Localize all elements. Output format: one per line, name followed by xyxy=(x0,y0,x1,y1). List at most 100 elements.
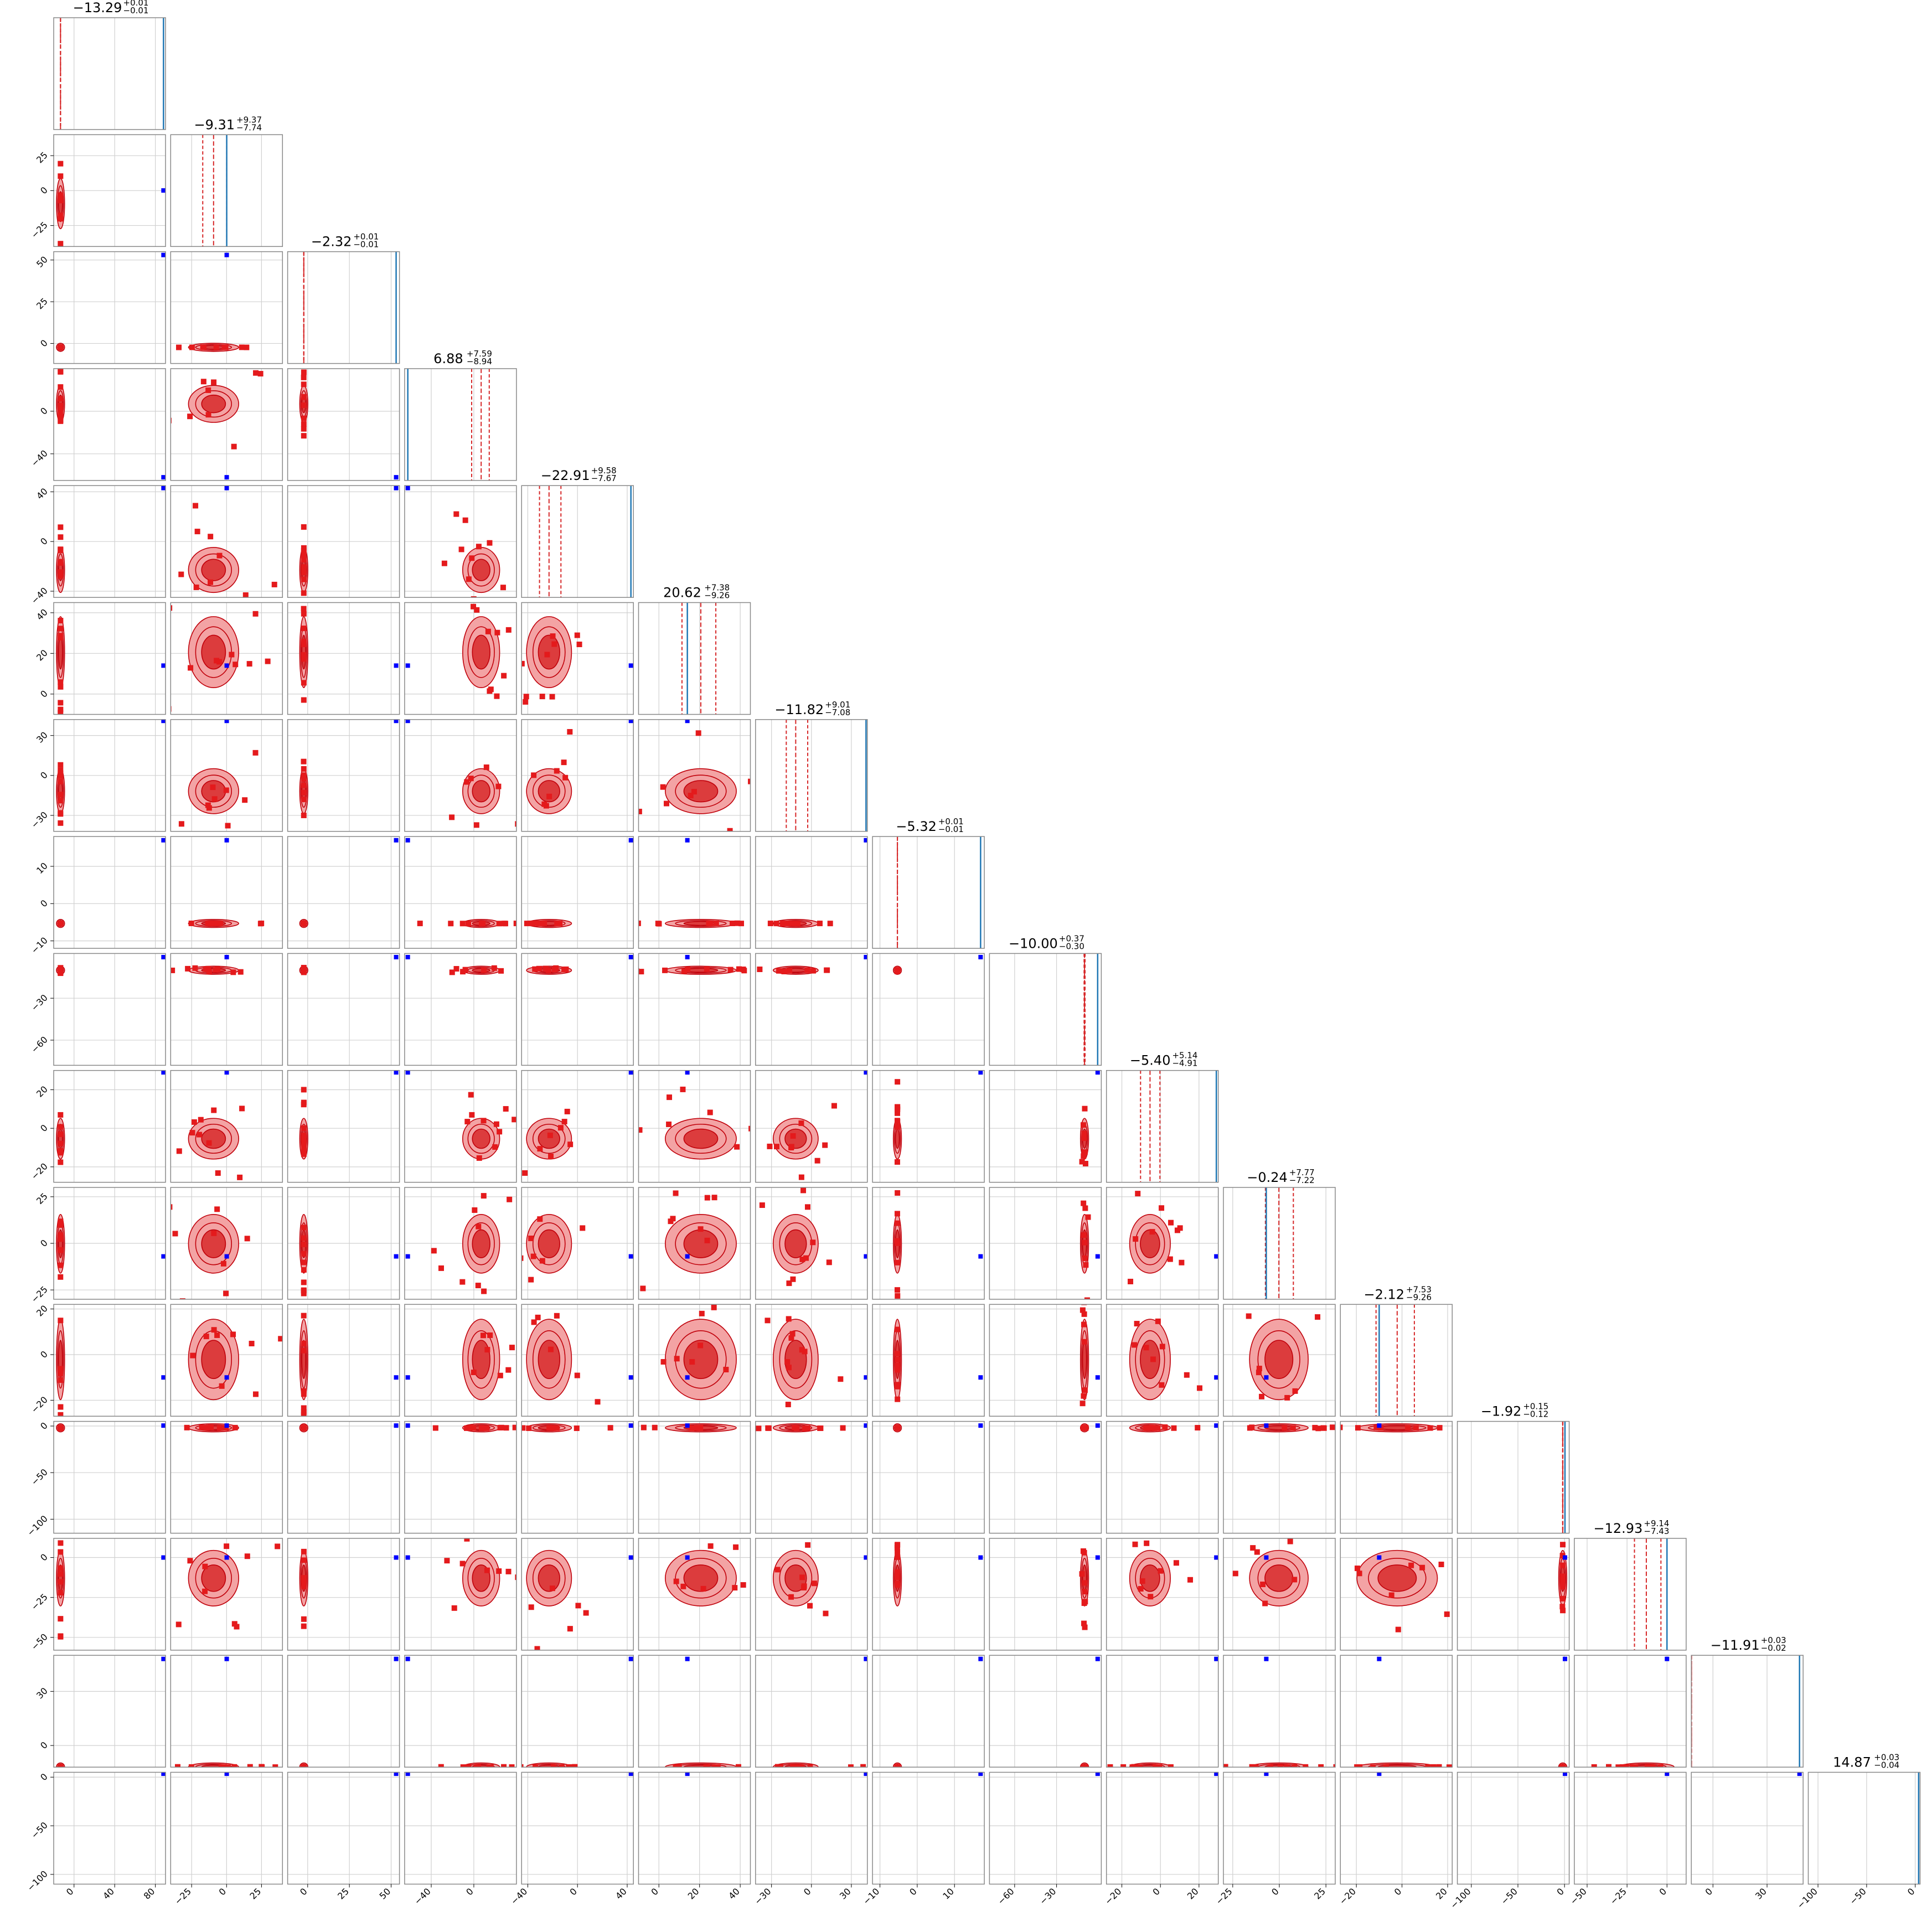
sample-point xyxy=(554,1425,560,1431)
sample-point xyxy=(58,798,64,804)
y-tick-label: 0 xyxy=(38,1349,50,1360)
panel-content xyxy=(54,1070,166,1182)
sample-point xyxy=(644,1310,649,1315)
panel-content xyxy=(527,485,632,598)
sample-point xyxy=(213,967,219,973)
sample-point xyxy=(301,758,307,764)
pair-panel-14-8 xyxy=(989,1655,1102,1768)
sample-point xyxy=(713,920,719,926)
panel-content xyxy=(872,1070,985,1182)
truth-marker xyxy=(224,475,229,480)
sample-point xyxy=(1132,1541,1138,1547)
param-title: −22.91 xyxy=(541,468,590,483)
truth-marker xyxy=(1797,1772,1802,1776)
x-tick-label: 0 xyxy=(1905,1886,1917,1898)
pair-panel-14-12 xyxy=(1456,1655,1570,1768)
sample-point xyxy=(58,1318,64,1324)
pair-panel-14-6 xyxy=(755,1655,868,1768)
sample-point xyxy=(225,823,231,829)
sample-point xyxy=(610,1562,616,1567)
panel-frame xyxy=(53,1538,166,1651)
sample-point xyxy=(301,1139,307,1145)
panel-content xyxy=(1340,1772,1453,1884)
pair-panel-5-2 xyxy=(287,602,400,715)
contour-inner xyxy=(201,1229,226,1258)
truth-marker xyxy=(405,1254,410,1259)
panel-content xyxy=(171,953,283,1066)
sample-point xyxy=(301,1125,307,1131)
sample-point xyxy=(231,1621,237,1627)
sample-point xyxy=(176,1148,182,1154)
sample-point xyxy=(838,1376,844,1382)
panel-content xyxy=(1223,1772,1335,1884)
panel-frame xyxy=(170,602,283,715)
sample-point xyxy=(1270,1416,1277,1417)
panel-content xyxy=(989,1655,1102,1768)
panel-frame xyxy=(404,602,517,715)
pair-panel-12-5 xyxy=(638,1420,751,1534)
sample-point xyxy=(894,1107,900,1113)
sample-point xyxy=(301,782,307,788)
panel-content xyxy=(54,368,166,481)
sample-point xyxy=(1419,1564,1425,1571)
truth-marker xyxy=(685,838,690,843)
sample-point xyxy=(1262,1600,1268,1606)
panel-content xyxy=(989,1421,1102,1533)
sample-point xyxy=(894,1220,900,1226)
sample-point xyxy=(549,694,555,700)
truth-marker xyxy=(1214,1375,1218,1380)
sample-point xyxy=(438,1764,444,1768)
truth-marker xyxy=(405,663,410,668)
sample-point xyxy=(1680,1760,1685,1765)
sample-point xyxy=(438,1265,444,1271)
y-tick-label: −50 xyxy=(29,1631,50,1652)
sample-point xyxy=(505,1568,512,1574)
sample-point xyxy=(734,1144,740,1150)
sample-point xyxy=(551,967,557,973)
sample-point xyxy=(58,1579,64,1585)
sample-point xyxy=(758,1172,763,1177)
panel-frame xyxy=(989,1070,1102,1183)
pair-panel-11-10 xyxy=(1223,1304,1336,1417)
truth-marker xyxy=(685,1254,690,1259)
panel-frame xyxy=(638,1771,751,1885)
truth-marker xyxy=(405,1070,410,1075)
sample-point xyxy=(512,1424,516,1430)
truth-marker xyxy=(628,1772,633,1776)
sample-point xyxy=(895,1124,901,1130)
sample-point xyxy=(58,173,64,179)
sample-point xyxy=(500,585,506,591)
sample-point xyxy=(785,1402,791,1408)
truth-marker xyxy=(1095,1772,1100,1776)
sample-point xyxy=(1114,1430,1120,1435)
sample-point xyxy=(58,344,64,350)
sample-point xyxy=(1082,1205,1088,1211)
diag-panel-8: −10.00 +0.37−0.30 xyxy=(989,933,1102,1066)
truth-marker xyxy=(394,719,399,724)
sample-point xyxy=(741,1532,747,1537)
sample-point xyxy=(512,1117,516,1123)
title-minus: −9.26 xyxy=(1406,1292,1432,1302)
panel-frame xyxy=(872,953,985,1066)
sample-point xyxy=(784,1359,791,1365)
panel-content xyxy=(1121,1070,1217,1182)
sample-point xyxy=(493,1531,499,1537)
sample-point xyxy=(804,1204,810,1210)
sample-point xyxy=(301,545,307,551)
sample-point xyxy=(485,628,491,634)
sample-point xyxy=(574,1372,580,1378)
panel-content xyxy=(755,953,867,1066)
sample-point xyxy=(704,1237,710,1243)
panel-content xyxy=(54,1655,166,1768)
sample-point xyxy=(1167,1256,1173,1262)
sample-point xyxy=(464,1538,470,1542)
sample-point xyxy=(215,921,221,927)
panel-frame xyxy=(53,602,166,715)
pair-panel-13-10 xyxy=(1223,1538,1336,1651)
sample-point xyxy=(545,967,551,973)
panel-content xyxy=(1457,1772,1569,1884)
title-median: −5.40 xyxy=(1130,1053,1171,1068)
sample-point xyxy=(58,1236,64,1242)
sample-point xyxy=(748,778,751,784)
sample-point xyxy=(1413,1425,1419,1431)
